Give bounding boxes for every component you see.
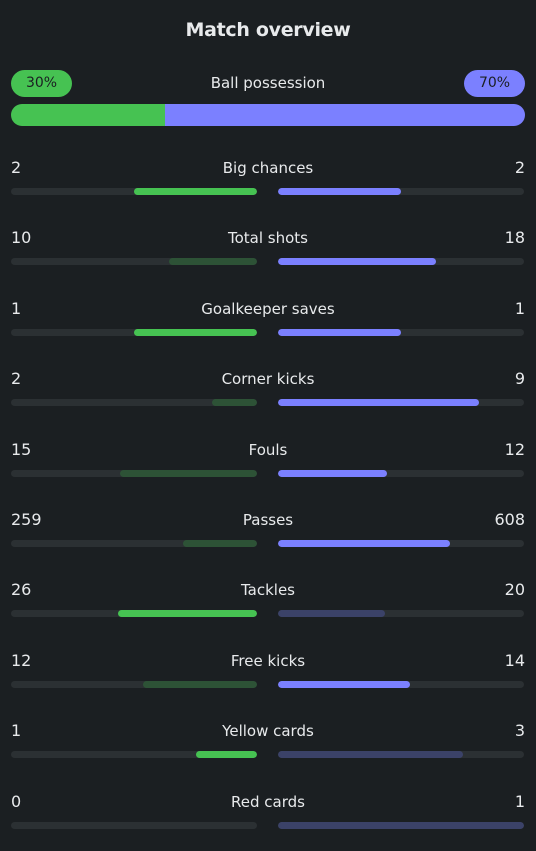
stat-label: Big chances: [222, 159, 314, 177]
stat-values-row: 1 Goalkeeper saves 1: [11, 297, 525, 321]
home-stat-bar: [11, 470, 257, 477]
away-stat-value: 18: [504, 228, 525, 247]
home-stat-bar: [11, 329, 257, 336]
stat-values-row: 15 Fouls 12: [11, 438, 525, 462]
stat-row: 15 Fouls 12: [11, 438, 525, 483]
home-stat-bar-fill: [134, 329, 257, 336]
away-stat-bar: [278, 610, 524, 617]
away-stat-value: 1: [514, 792, 525, 811]
home-stat-value: 1: [11, 721, 22, 740]
away-stat-value: 1: [514, 299, 525, 318]
possession-bar-home: [11, 104, 166, 126]
stat-row: 10 Total shots 18: [11, 226, 525, 271]
stat-values-row: 2 Corner kicks 9: [11, 367, 525, 391]
home-stat-value: 2: [11, 158, 22, 177]
home-stat-bar: [11, 681, 257, 688]
stat-label: Red cards: [231, 793, 305, 811]
home-stat-bar: [11, 822, 257, 829]
away-stat-bar: [278, 681, 524, 688]
possession-label: Ball possession: [210, 74, 326, 92]
home-stat-bar: [11, 399, 257, 406]
away-stat-bar: [278, 751, 524, 758]
stat-values-row: 12 Free kicks 14: [11, 649, 525, 673]
stat-row: 1 Goalkeeper saves 1: [11, 297, 525, 342]
home-stat-value: 2: [11, 369, 22, 388]
stat-label: Free kicks: [230, 652, 306, 670]
away-stat-bar-fill: [278, 610, 385, 617]
stat-label: Tackles: [240, 581, 296, 599]
away-stat-bar: [278, 188, 524, 195]
away-stat-bar-fill: [278, 329, 401, 336]
stat-label: Corner kicks: [221, 370, 315, 388]
home-stat-bar: [11, 188, 257, 195]
home-stat-bar-fill: [118, 610, 257, 617]
stat-row: 259 Passes 608: [11, 508, 525, 553]
home-stat-value: 10: [11, 228, 32, 247]
stat-row: 0 Red cards 1: [11, 790, 525, 835]
stat-values-row: 0 Red cards 1: [11, 790, 525, 814]
away-stat-bar: [278, 399, 524, 406]
away-stat-bar-fill: [278, 258, 437, 265]
stat-values-row: 10 Total shots 18: [11, 226, 525, 250]
home-stat-bar: [11, 610, 257, 617]
away-stat-value: 608: [494, 510, 525, 529]
stat-row: 1 Yellow cards 3: [11, 719, 525, 764]
away-stat-value: 14: [504, 651, 525, 670]
stat-values-row: 259 Passes 608: [11, 508, 525, 532]
page-title: Match overview: [185, 19, 351, 41]
home-stat-value: 259: [11, 510, 42, 529]
away-stat-bar-fill: [278, 822, 524, 829]
stat-values-row: 1 Yellow cards 3: [11, 719, 525, 743]
home-stat-bar: [11, 258, 257, 265]
away-stat-bar-fill: [278, 399, 480, 406]
home-stat-value: 26: [11, 580, 32, 599]
home-stat-bar-fill: [134, 188, 257, 195]
stat-row: 12 Free kicks 14: [11, 649, 525, 694]
away-stat-value: 2: [514, 158, 525, 177]
home-stat-value: 0: [11, 792, 22, 811]
home-stat-bar-fill: [120, 470, 257, 477]
home-stat-bar-fill: [169, 258, 257, 265]
possession-bar: [11, 104, 525, 126]
stat-row: 2 Corner kicks 9: [11, 367, 525, 412]
home-stat-value: 1: [11, 299, 22, 318]
home-possession-badge: 30%: [11, 70, 72, 97]
stat-label: Yellow cards: [222, 722, 314, 740]
away-stat-bar-fill: [278, 681, 411, 688]
away-stat-bar: [278, 329, 524, 336]
home-stat-bar-fill: [212, 399, 257, 406]
home-stat-bar: [11, 540, 257, 547]
stat-values-row: 2 Big chances 2: [11, 156, 525, 180]
stat-label: Total shots: [228, 229, 308, 247]
away-stat-bar-fill: [278, 751, 463, 758]
home-stat-bar-fill: [143, 681, 257, 688]
home-stat-value: 15: [11, 440, 32, 459]
possession-header: 30% Ball possession 70%: [11, 70, 525, 97]
away-stat-value: 9: [514, 369, 525, 388]
stat-label: Goalkeeper saves: [201, 300, 335, 318]
away-stat-bar-fill: [278, 188, 401, 195]
away-stat-bar: [278, 822, 524, 829]
home-stat-bar-fill: [195, 751, 257, 758]
away-possession-badge: 70%: [464, 70, 525, 97]
home-stat-bar: [11, 751, 257, 758]
away-stat-value: 3: [514, 721, 525, 740]
home-stat-value: 12: [11, 651, 32, 670]
away-stat-value: 20: [504, 580, 525, 599]
away-stat-bar: [278, 258, 524, 265]
stat-label: Fouls: [248, 441, 288, 459]
stat-values-row: 26 Tackles 20: [11, 578, 525, 602]
away-stat-bar: [278, 470, 524, 477]
away-stat-bar-fill: [278, 540, 451, 547]
home-stat-bar-fill: [183, 540, 257, 547]
possession-bar-away: [165, 104, 525, 126]
away-stat-bar-fill: [278, 470, 388, 477]
stat-row: 2 Big chances 2: [11, 156, 525, 201]
away-stat-bar: [278, 540, 524, 547]
away-stat-value: 12: [504, 440, 525, 459]
stat-label: Passes: [242, 511, 294, 529]
stat-row: 26 Tackles 20: [11, 578, 525, 623]
